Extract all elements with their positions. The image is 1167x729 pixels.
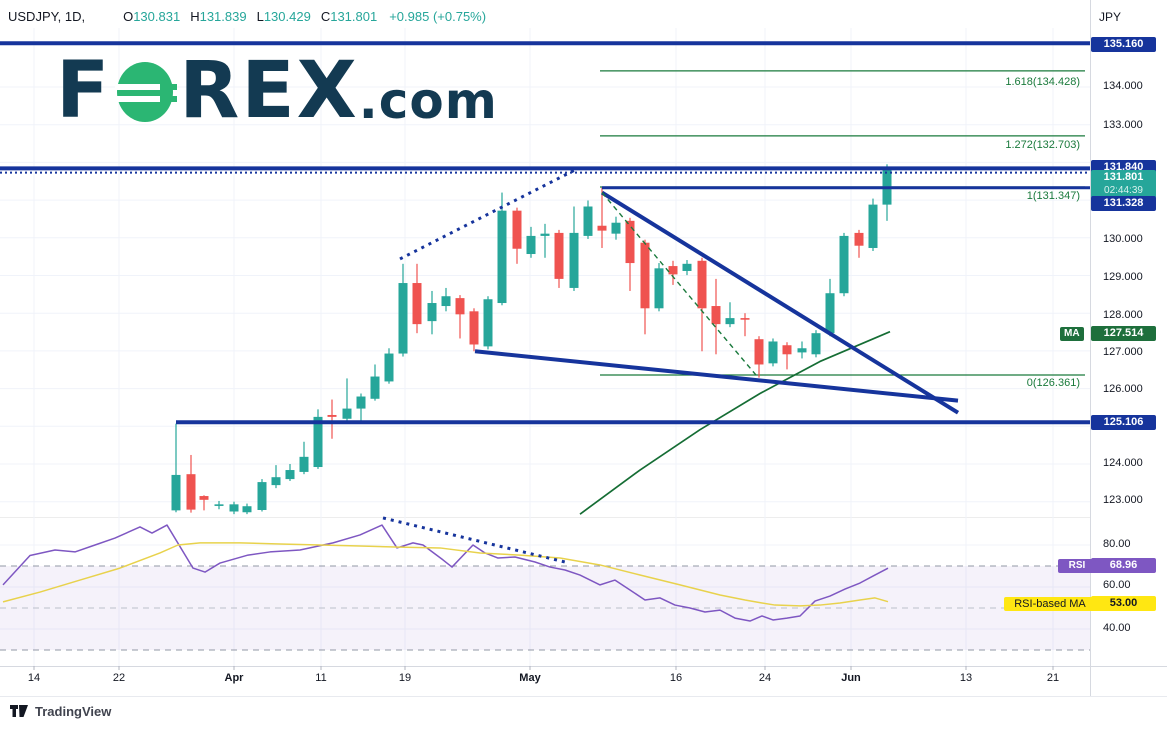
candle-body (313, 416, 323, 468)
rsi-line[interactable] (2, 524, 889, 622)
rising-dotted-trendline[interactable] (399, 167, 579, 261)
candle-body (682, 263, 692, 271)
change-value: +0.985 (+0.75%) (389, 9, 487, 24)
candle-body (740, 318, 750, 320)
ohlc-item-O: O130.831 (123, 9, 181, 24)
candle-body (370, 376, 380, 399)
candle-body (854, 232, 864, 246)
candle-body (271, 477, 281, 486)
candle-body (782, 345, 792, 355)
candle-body (171, 474, 181, 511)
candle-body (725, 318, 735, 325)
ohlc-item-L: L130.429 (256, 9, 311, 24)
candle-body (711, 306, 721, 325)
tradingview-logo-icon (10, 705, 28, 717)
candle-body (229, 504, 239, 512)
forex-watermark: F REX .com (56, 46, 498, 136)
ohlc-item-H: H131.839 (190, 9, 247, 24)
candle-body (242, 506, 252, 513)
candle-body (583, 206, 593, 236)
candle-body (214, 504, 224, 506)
candle-body (384, 353, 394, 382)
candle-body (342, 408, 352, 419)
ohlc-item-C: C131.801 (320, 9, 378, 24)
price-axis-border (1090, 0, 1091, 696)
candle-body (825, 293, 835, 334)
ohlc-values: O130.831 H131.839 L130.429 C131.801 (123, 9, 387, 24)
candle-body (697, 260, 707, 309)
candle-body (654, 268, 664, 309)
candle-body (441, 296, 451, 307)
candle-body (768, 341, 778, 364)
candle-body (625, 220, 635, 264)
tradingview-logo-text: TradingView (35, 703, 112, 719)
candle-body (597, 225, 607, 231)
forex-logo-o-icon (115, 58, 178, 128)
candle-body (412, 283, 422, 325)
candle-body (327, 414, 337, 417)
forex-logo-tld: .com (358, 71, 498, 130)
candle-body (398, 283, 408, 354)
candle-body (839, 235, 849, 294)
candle-body (611, 222, 621, 234)
candle-body (668, 266, 678, 275)
candle-body (797, 348, 807, 353)
candle-body (868, 204, 878, 248)
candle-body (469, 311, 479, 345)
candle-body (569, 232, 579, 288)
footer-border (0, 696, 1167, 697)
wedge-upper-trendline[interactable] (600, 190, 960, 415)
candle-body (199, 496, 209, 500)
candle-body (186, 474, 196, 510)
candle-body (427, 303, 437, 322)
candle-body (540, 233, 550, 236)
symbol-header[interactable]: USDJPY, 1D, O130.831 H131.839 L130.429 C131… (8, 9, 486, 24)
fib-anchor-dashed[interactable] (601, 192, 757, 376)
candle-body (512, 210, 522, 249)
candle-body (640, 242, 650, 309)
candle-body (497, 210, 507, 304)
candle-body (455, 298, 465, 315)
tradingview-attribution[interactable]: TradingView (10, 703, 111, 719)
candle-body (754, 339, 764, 365)
candle-body (526, 235, 536, 255)
time-axis-border (0, 666, 1167, 667)
candle-body (356, 396, 366, 409)
forex-logo-f: F (56, 46, 112, 136)
candle-body (554, 232, 564, 279)
candle-body (811, 333, 821, 355)
ma-indicator-line[interactable] (579, 330, 891, 515)
forex-logo-rex: REX (179, 46, 359, 136)
price-axis-currency: JPY (1099, 10, 1122, 24)
candle-body (285, 470, 295, 480)
candle-body (257, 482, 267, 510)
candle-body (299, 456, 309, 472)
symbol-title[interactable]: USDJPY, 1D, (8, 9, 86, 24)
rsi-ma-line[interactable] (2, 542, 889, 607)
candle-body (483, 299, 493, 347)
wedge-lower-trendline[interactable] (474, 349, 959, 403)
rsi-dotted-trendline[interactable] (382, 516, 566, 564)
pane-divider[interactable] (0, 517, 1090, 518)
